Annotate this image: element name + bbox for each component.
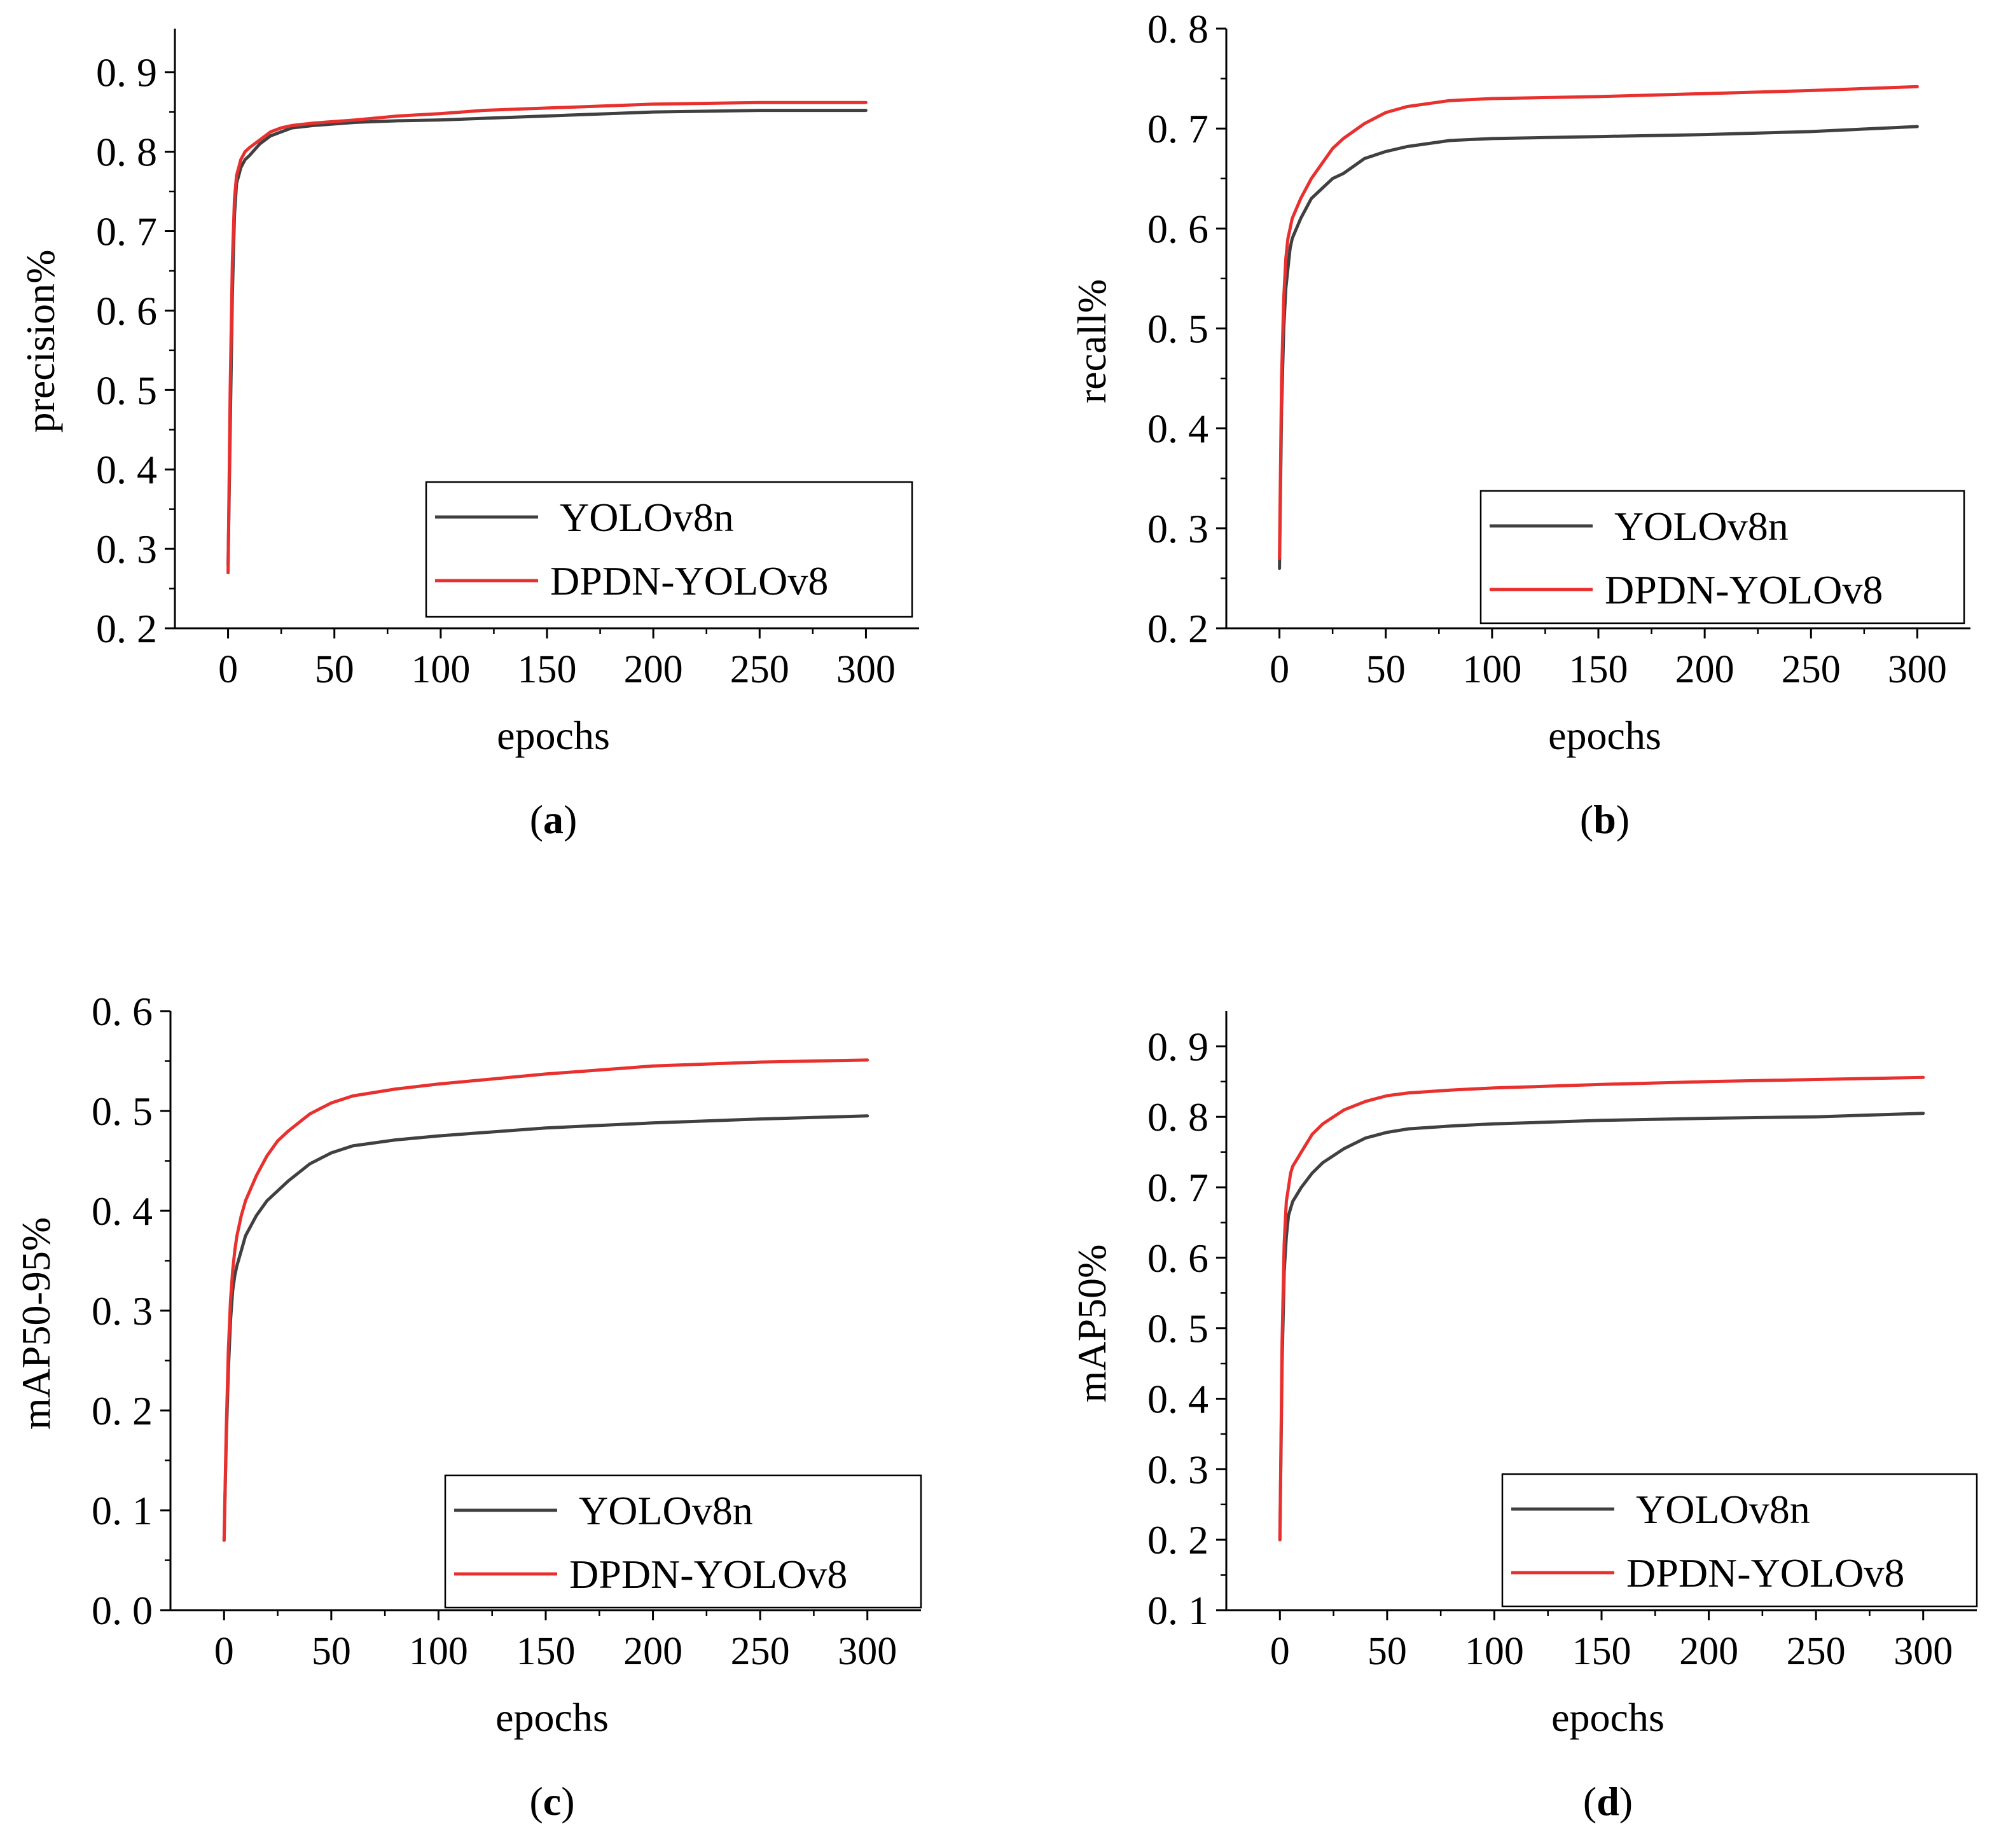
y-axis-title: mAP50-95% <box>13 1217 59 1430</box>
legend-label: DPDN-YOLOv8 <box>1626 1550 1904 1596</box>
y-tick-label: 0. 9 <box>96 50 157 95</box>
y-tick-label: 0. 6 <box>92 989 153 1034</box>
panel-d: 0. 1 0. 2 0. 3 0. 4 0. 5 0. 6 0. 7 0. 8 0. 9 0 50 1… <box>1069 1011 1978 1824</box>
legend-box <box>1501 1473 1978 1608</box>
y-tick-label: 0. 7 <box>1147 1165 1208 1210</box>
y-tick-label: 0. 5 <box>1147 307 1208 352</box>
y-axis-title: mAP50% <box>1069 1245 1114 1403</box>
y-tick-label: 0. 8 <box>1147 6 1208 52</box>
legend-label: YOLOv8n <box>560 495 734 540</box>
x-tick-label: 250 <box>730 648 789 691</box>
series-line-dpdn-yolov8 <box>226 100 868 575</box>
x-tick-label: 300 <box>838 1630 897 1673</box>
legend-label: DPDN-YOLOv8 <box>1605 567 1883 612</box>
legend: YOLOv8n DPDN-YOLOv8 <box>444 1474 922 1609</box>
x-tick-label: 50 <box>1367 1630 1407 1673</box>
series-line-dpdn-yolov8 <box>222 1058 869 1542</box>
y-tick-label: 0. 4 <box>96 447 157 492</box>
x-tick-label: 200 <box>1675 648 1734 691</box>
y-tick-label: 0. 4 <box>92 1189 153 1234</box>
y-tick-label: 0. 1 <box>92 1488 153 1533</box>
x-axis-title: epochs <box>1548 713 1661 758</box>
x-tick-label: 200 <box>1679 1630 1738 1673</box>
legend: YOLOv8n DPDN-YOLOv8 <box>1501 1473 1978 1608</box>
panel-caption: (b) <box>1580 797 1630 842</box>
x-tick-label: 50 <box>1366 648 1406 691</box>
y-tick-label: 0. 8 <box>1147 1094 1208 1140</box>
y-tick-label: 0. 3 <box>96 527 157 572</box>
x-tick-label: 250 <box>1782 648 1841 691</box>
panel-caption: (c) <box>529 1779 574 1824</box>
y-tick-label: 0. 6 <box>1147 206 1208 251</box>
legend: YOLOv8n DPDN-YOLOv8 <box>1479 490 1965 624</box>
x-tick-label: 0 <box>1270 648 1289 691</box>
x-tick-label: 150 <box>1572 1630 1631 1673</box>
y-tick-label: 0. 2 <box>1147 1517 1208 1562</box>
y-tick-label: 0. 2 <box>96 606 157 651</box>
y-tick-label: 0. 7 <box>96 209 157 254</box>
x-tick-label: 100 <box>409 1630 468 1673</box>
panel-b: 0. 2 0. 3 0. 4 0. 5 0. 6 0. 7 0. 8 0 50 100 150 200… <box>1069 6 1970 842</box>
x-tick-label: 100 <box>1462 648 1521 691</box>
legend-label: YOLOv8n <box>1614 504 1789 549</box>
x-tick-label: 200 <box>624 648 683 691</box>
panel-a: 0. 2 0. 3 0. 4 0. 5 0. 6 0. 7 0. 8 0. 9 0 50 100 15… <box>18 29 919 842</box>
legend-label: YOLOv8n <box>579 1488 753 1533</box>
y-axis-title: recall% <box>1069 279 1114 403</box>
legend: YOLOv8n DPDN-YOLOv8 <box>425 481 913 618</box>
x-axis-title: epochs <box>1551 1695 1665 1740</box>
x-tick-label: 300 <box>1888 648 1947 691</box>
x-tick-label: 0 <box>214 1630 234 1673</box>
y-tick-label: 0. 7 <box>1147 106 1208 151</box>
y-tick-label: 0. 6 <box>1147 1236 1208 1281</box>
x-tick-label: 300 <box>836 648 896 691</box>
y-tick-label: 0. 5 <box>96 368 157 413</box>
x-tick-label: 150 <box>518 648 577 691</box>
y-tick-label: 0. 0 <box>92 1588 153 1633</box>
y-tick-label: 0. 1 <box>1147 1588 1208 1633</box>
legend-label: YOLOv8n <box>1636 1487 1810 1532</box>
x-tick-label: 50 <box>312 1630 351 1673</box>
legend-box <box>444 1474 922 1609</box>
x-tick-label: 300 <box>1894 1630 1953 1673</box>
y-tick-label: 0. 8 <box>96 130 157 175</box>
panel-caption: (a) <box>530 797 578 842</box>
x-tick-label: 150 <box>1569 648 1628 691</box>
x-tick-label: 150 <box>516 1630 576 1673</box>
legend-label: DPDN-YOLOv8 <box>550 558 828 603</box>
y-tick-label: 0. 5 <box>1147 1306 1208 1351</box>
y-tick-label: 0. 2 <box>92 1388 153 1433</box>
y-tick-label: 0. 3 <box>1147 1447 1208 1492</box>
legend-label: DPDN-YOLOv8 <box>569 1552 847 1597</box>
x-tick-label: 100 <box>411 648 470 691</box>
legend-box <box>1479 490 1965 624</box>
y-tick-label: 0. 9 <box>1147 1024 1208 1069</box>
y-axis-title: precision% <box>18 250 63 433</box>
y-tick-label: 0. 3 <box>1147 506 1208 551</box>
x-tick-label: 200 <box>623 1630 682 1673</box>
x-axis-title: epochs <box>497 713 610 758</box>
x-tick-label: 0 <box>218 648 238 691</box>
series-line-dpdn-yolov8 <box>1278 85 1919 560</box>
y-tick-label: 0. 5 <box>92 1089 153 1134</box>
panel-caption: (d) <box>1583 1779 1633 1824</box>
x-tick-label: 0 <box>1270 1630 1290 1673</box>
x-axis-title: epochs <box>495 1695 609 1740</box>
y-tick-label: 0. 3 <box>92 1288 153 1334</box>
x-tick-label: 250 <box>1787 1630 1846 1673</box>
series-line-yolov8n <box>1278 125 1919 570</box>
series-line-dpdn-yolov8 <box>1278 1075 1925 1541</box>
x-tick-label: 250 <box>731 1630 790 1673</box>
series-line-yolov8n <box>1278 1112 1925 1541</box>
legend-box <box>425 481 913 618</box>
x-tick-label: 100 <box>1465 1630 1524 1673</box>
panel-c: 0. 0 0. 1 0. 2 0. 3 0. 4 0. 5 0. 6 0 50 100 150 200… <box>13 989 922 1824</box>
y-tick-label: 0. 2 <box>1147 606 1208 651</box>
y-tick-label: 0. 4 <box>1147 1377 1208 1422</box>
y-tick-label: 0. 4 <box>1147 406 1208 452</box>
y-tick-label: 0. 6 <box>96 288 157 333</box>
x-tick-label: 50 <box>315 648 354 691</box>
